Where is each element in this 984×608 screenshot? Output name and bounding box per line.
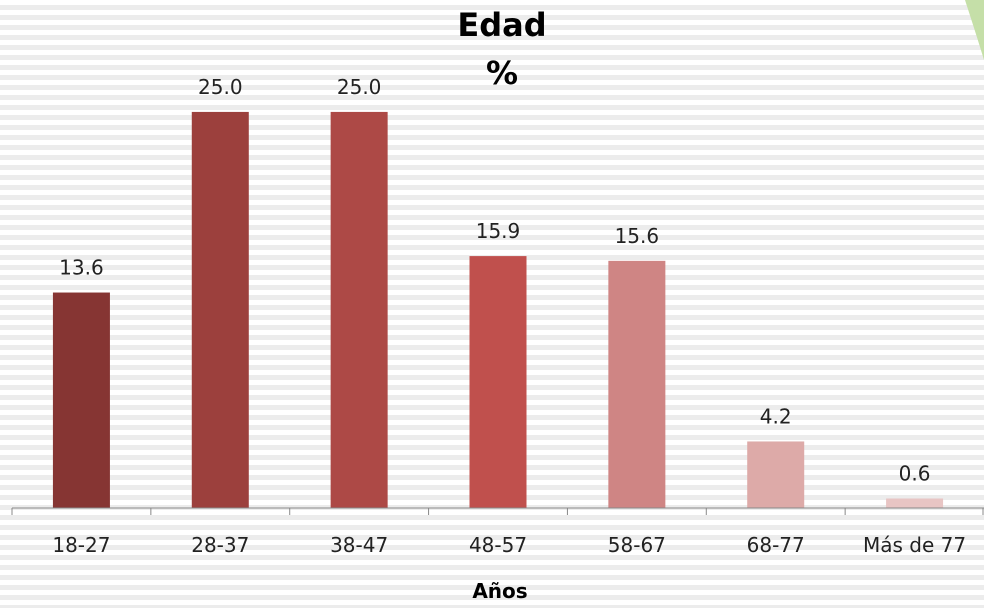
bar-value-label: 25.0 <box>198 75 243 99</box>
value-labels-group: 13.6 25.0 25.0 15.9 15.6 4.2 0.6 <box>59 75 930 486</box>
x-tick-label: 68-77 <box>747 533 805 557</box>
bar-value-label: 13.6 <box>59 256 104 280</box>
x-tick-label: 58-67 <box>608 533 666 557</box>
x-tick-label: 48-57 <box>469 533 527 557</box>
bar-48-57 <box>469 256 527 508</box>
bars-group <box>52 111 944 508</box>
bar-68-77 <box>747 441 805 508</box>
bar-value-label: 0.6 <box>899 461 931 485</box>
bar-value-label: 4.2 <box>760 404 792 428</box>
bar-28-37 <box>191 111 249 508</box>
x-axis-title: Años <box>472 579 527 603</box>
x-tick-label: 18-27 <box>52 533 110 557</box>
bar-38-47 <box>330 111 388 508</box>
chart-subtitle: % <box>486 54 518 92</box>
bar-value-label: 25.0 <box>337 75 382 99</box>
bar-m-s-de-77 <box>886 498 944 508</box>
chart-title: Edad <box>457 6 546 44</box>
x-tick-label: 38-47 <box>330 533 388 557</box>
x-tick-label: 28-37 <box>191 533 249 557</box>
bar-58-67 <box>608 260 666 508</box>
bar-value-label: 15.6 <box>615 224 660 248</box>
corner-decoration-shape <box>965 0 984 60</box>
x-axis-tick-labels: 18-27 28-37 38-47 48-57 58-67 68-77 Más de 77 <box>52 533 966 557</box>
bar-18-27 <box>52 292 110 508</box>
bar-value-label: 15.9 <box>476 219 521 243</box>
x-axis-ticks <box>11 508 984 515</box>
x-tick-label: Más de 77 <box>863 533 966 557</box>
